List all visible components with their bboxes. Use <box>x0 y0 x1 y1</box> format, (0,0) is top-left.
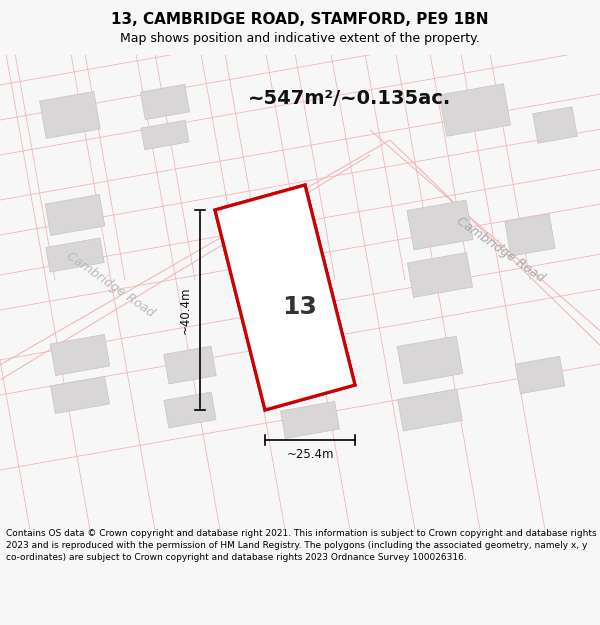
Polygon shape <box>515 356 565 394</box>
Text: 13, CAMBRIDGE ROAD, STAMFORD, PE9 1BN: 13, CAMBRIDGE ROAD, STAMFORD, PE9 1BN <box>111 12 489 27</box>
Polygon shape <box>40 91 100 139</box>
Polygon shape <box>505 214 555 256</box>
Text: Map shows position and indicative extent of the property.: Map shows position and indicative extent… <box>120 32 480 45</box>
Polygon shape <box>533 107 577 143</box>
Polygon shape <box>141 120 189 150</box>
Text: Cambridge Road: Cambridge Road <box>64 250 157 320</box>
Polygon shape <box>215 185 355 410</box>
Text: Contains OS data © Crown copyright and database right 2021. This information is : Contains OS data © Crown copyright and d… <box>6 529 596 562</box>
Polygon shape <box>407 200 473 250</box>
Polygon shape <box>215 185 355 410</box>
Polygon shape <box>164 346 216 384</box>
Text: Cambridge Road: Cambridge Road <box>454 215 547 285</box>
Polygon shape <box>398 389 463 431</box>
Polygon shape <box>164 392 216 428</box>
Polygon shape <box>50 376 110 414</box>
Polygon shape <box>280 401 340 439</box>
Polygon shape <box>407 253 473 298</box>
Polygon shape <box>260 291 320 339</box>
Text: ~40.4m: ~40.4m <box>179 286 192 334</box>
Polygon shape <box>50 334 110 376</box>
Polygon shape <box>45 194 105 236</box>
Text: 13: 13 <box>283 296 317 319</box>
Polygon shape <box>140 84 190 120</box>
Polygon shape <box>439 84 511 136</box>
Text: ~547m²/~0.135ac.: ~547m²/~0.135ac. <box>248 89 452 107</box>
Polygon shape <box>46 238 104 272</box>
Text: ~25.4m: ~25.4m <box>286 448 334 461</box>
Polygon shape <box>397 336 463 384</box>
